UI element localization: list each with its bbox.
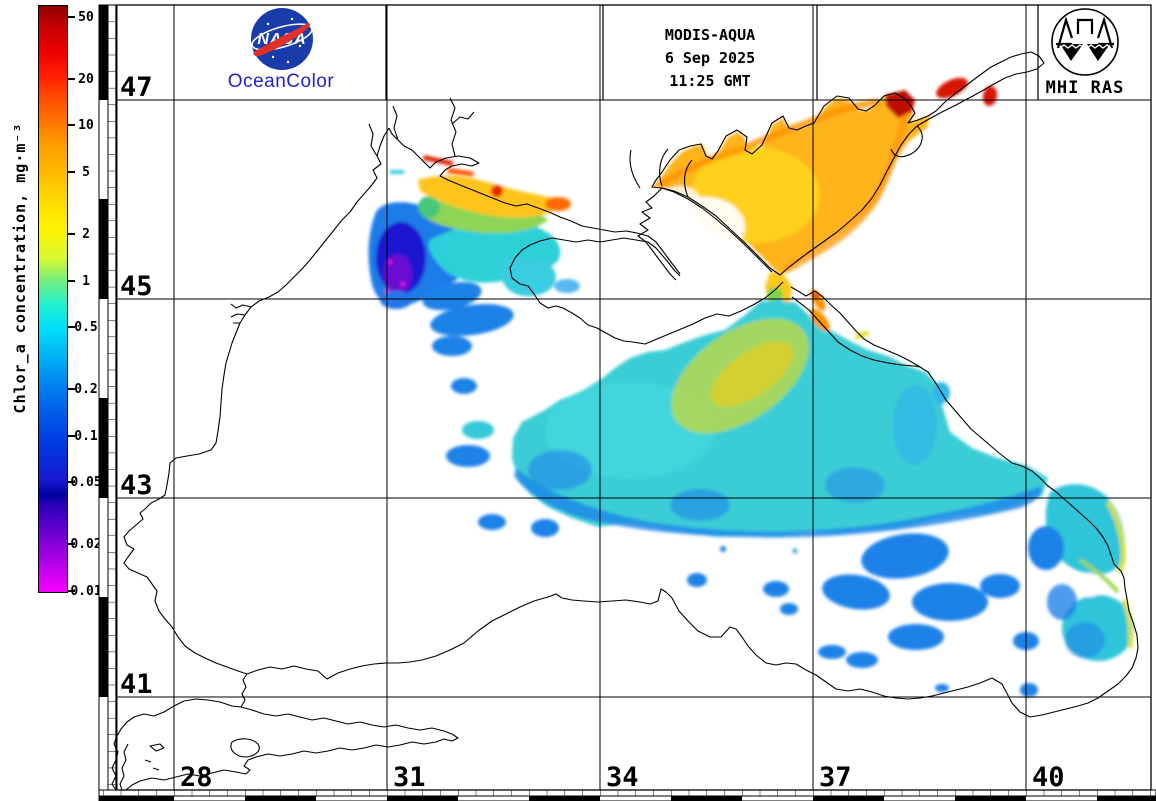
east-coastal-patch (1045, 484, 1125, 575)
colorbar-tick-label: 0.5 (74, 320, 98, 336)
chlorophyll-data-layer (368, 77, 1134, 697)
coastline-karkinit (521, 237, 681, 277)
mhi-ras-logo (1051, 8, 1119, 76)
acquisition-time: 11:25 GMT (669, 72, 751, 90)
colorbar-tick-label: 0.2 (74, 381, 98, 397)
colorbar-tick-dash (67, 171, 75, 174)
dardanelles (119, 743, 129, 791)
colorbar-tick-dash (67, 16, 75, 18)
graticule-gridlines (116, 5, 1151, 790)
colorbar-gradient (38, 5, 68, 593)
lon-label: 34 (606, 762, 639, 793)
coastline-kerch-taman (790, 286, 816, 297)
coastline-layer (111, 51, 1139, 791)
izmit-arm (125, 706, 459, 791)
colorbar-tick-label: 20 (78, 71, 94, 87)
danube-delta (230, 303, 252, 324)
colorbar-tick-dash (67, 232, 75, 235)
colorbar-tick-dash (67, 77, 75, 80)
colorbar-tick-label: 1 (82, 273, 90, 289)
lat-label: 45 (120, 271, 153, 302)
dnieper-river (449, 97, 457, 157)
coastline-mainland-north (504, 202, 681, 275)
lat-label: 47 (120, 72, 153, 103)
sensor-name: MODIS-AQUA (664, 26, 756, 44)
colorbar-tick-label: 0.1 (74, 428, 98, 444)
colorbar-tick-dash (67, 124, 75, 127)
map-frame (98, 4, 1156, 801)
coastline-west (123, 127, 390, 675)
colorbar-tick-dash (67, 481, 75, 484)
colorbar-tick-label: 50 (78, 10, 94, 25)
central-basin-cyan-patch (512, 300, 1048, 537)
mhi-ras-label: MHI RAS (1045, 78, 1125, 98)
nasa-logo: NASA (251, 8, 313, 70)
lon-label: 37 (819, 762, 852, 793)
nasa-swoosh (253, 23, 311, 57)
syvash-lagoon (637, 187, 773, 281)
coastline-tendra-estuary (388, 127, 506, 204)
taganrog-dark-red-patch (885, 90, 915, 118)
coastline-crimea (509, 249, 784, 345)
lon-label: 40 (1032, 762, 1065, 793)
lon-label: 31 (393, 762, 426, 793)
colorbar-tick-dash (67, 326, 75, 329)
oceancolor-label: OceanColor (227, 71, 335, 92)
marmara-island (230, 738, 260, 758)
acquisition-date: 6 Sep 2025 (664, 49, 756, 67)
axis-labels: 47 45 43 41 28 31 34 37 40 (120, 72, 1065, 793)
coastline-south-east (246, 290, 1139, 718)
colorbar-tick-label: 0.05 (70, 475, 102, 491)
colorbar-tick-label: 5 (82, 165, 90, 181)
lat-label: 43 (120, 470, 153, 501)
coastline-azov (651, 51, 1045, 276)
colorbar-tick-label: 2 (82, 226, 90, 242)
colorbar-tick-dash (67, 589, 75, 592)
colorbar-tick-dash (67, 279, 75, 282)
colorbar-tick-dash (67, 434, 75, 437)
colorbar-tick-dash (67, 387, 75, 390)
lon-label: 28 (180, 762, 213, 793)
colorbar-tick-label: 10 (78, 118, 94, 134)
colorbar-tick-label: 0.02 (70, 537, 102, 553)
colorbar-tick-label: 0.01 (70, 583, 102, 599)
colorbar-tick-dash (67, 543, 75, 546)
acquisition-info: MODIS-AQUA 6 Sep 2025 11:25 GMT (603, 24, 817, 93)
lat-label: 41 (120, 669, 153, 700)
taganrog-red-patch (936, 77, 968, 99)
